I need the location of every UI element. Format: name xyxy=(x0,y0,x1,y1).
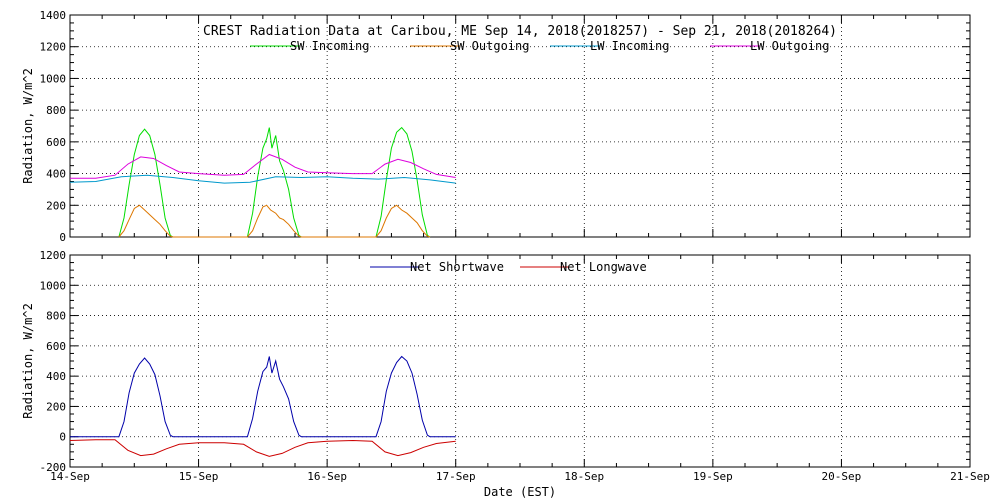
panel-2: -200 0 200 400 600 800 1000 1200 Radiation, W/m^… xyxy=(21,249,990,499)
x-tick-label: 15-Sep xyxy=(179,470,219,483)
y-tick-label: 800 xyxy=(46,310,66,323)
series-line-lw-outgoing xyxy=(70,153,456,179)
panel-1: 0 200 400 600 800 1000 1200 1400 Radiation, W/m^… xyxy=(21,9,971,244)
legend-label: SW Incoming xyxy=(290,39,369,53)
x-tick-label: 14-Sep xyxy=(50,470,90,483)
y-tick-label: 0 xyxy=(59,431,66,444)
x-tick-label: 21-Sep xyxy=(950,470,990,483)
y-tick-label: 0 xyxy=(59,231,66,244)
y-tick-label: 1000 xyxy=(40,72,67,85)
y-tick-label: 600 xyxy=(46,136,66,149)
plot-frame xyxy=(69,254,971,468)
y-axis-label: Radiation, W/m^2 xyxy=(21,303,35,419)
y-tick-label: 1200 xyxy=(40,41,67,54)
y-tick-label: 1000 xyxy=(40,279,67,292)
series-line-sw-outgoing xyxy=(118,204,431,238)
x-tick-label: 16-Sep xyxy=(307,470,347,483)
y-axis-label: Radiation, W/m^2 xyxy=(21,68,35,184)
series-line-net-longwave xyxy=(69,439,456,457)
y-tick-label: 400 xyxy=(46,370,66,383)
y-tick-label: 1400 xyxy=(40,9,67,22)
y-tick-label: 400 xyxy=(46,168,66,181)
series-line-sw-incoming xyxy=(118,126,431,238)
x-axis-label: Date (EST) xyxy=(484,485,556,499)
y-tick-label: 200 xyxy=(46,400,66,413)
legend-label: SW Outgoing xyxy=(450,39,529,53)
legend-label: Net Longwave xyxy=(560,260,647,274)
x-tick-label: 18-Sep xyxy=(564,470,604,483)
y-tick-label: 800 xyxy=(46,104,66,117)
legend-label: LW Outgoing xyxy=(750,39,829,53)
series-line-net-shortwave xyxy=(70,355,456,438)
series-line-lw-incoming xyxy=(69,174,456,184)
x-tick-label: 20-Sep xyxy=(822,470,862,483)
y-tick-label: -200 xyxy=(40,461,67,474)
y-tick-label: 600 xyxy=(46,340,66,353)
x-tick-label: 19-Sep xyxy=(693,470,733,483)
x-tick-label: 17-Sep xyxy=(436,470,476,483)
legend-label: Net Shortwave xyxy=(410,260,504,274)
y-tick-label: 200 xyxy=(46,199,66,212)
legend-label: LW Incoming xyxy=(590,39,669,53)
plot-frame xyxy=(69,14,971,238)
chart-title: CREST Radiation Data at Caribou, ME Sep … xyxy=(203,24,837,39)
y-tick-label: 1200 xyxy=(40,249,67,262)
